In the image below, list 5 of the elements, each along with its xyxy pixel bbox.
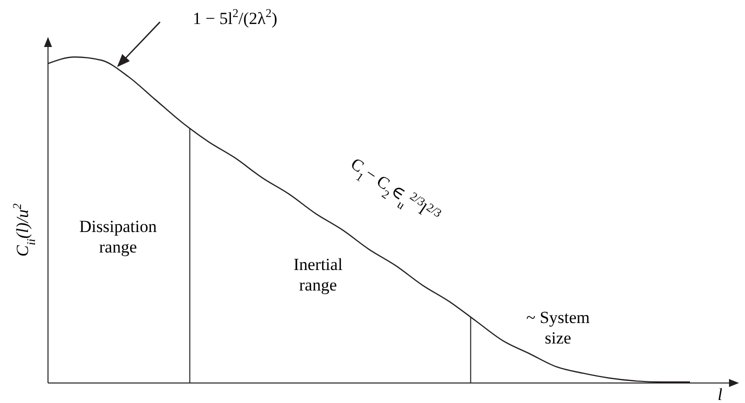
text: 1 − 5l$^{2}$/(2λ$^{2}$) xyxy=(192,6,278,28)
annotation: ~ System size xyxy=(526,308,590,348)
annotation: Dissipation range xyxy=(79,217,158,256)
x-axis-title: l xyxy=(718,385,723,403)
annotation: Inertial range xyxy=(293,255,343,294)
